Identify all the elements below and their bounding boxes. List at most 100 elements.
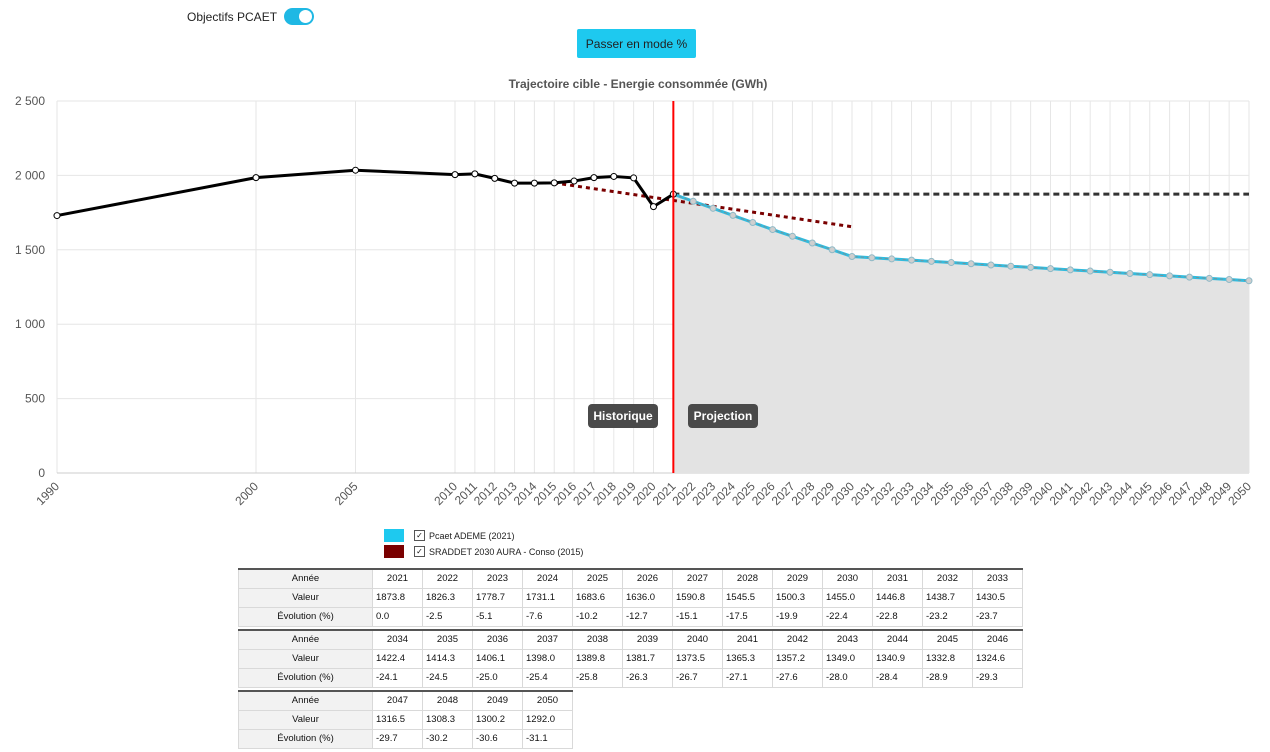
table-cell: 2032 xyxy=(922,568,973,589)
table-cell: 2036 xyxy=(472,629,523,650)
sraddet-line xyxy=(554,181,853,229)
percent-mode-button[interactable]: Passer en mode % xyxy=(577,29,696,58)
table-cell: 1308.3 xyxy=(422,709,473,730)
pcaet-toggle-switch[interactable] xyxy=(284,8,315,25)
pcaet-point xyxy=(927,257,935,265)
table-cell: 2041 xyxy=(722,629,773,650)
table-cell: 2033 xyxy=(972,568,1023,589)
table-cell: -2.5 xyxy=(422,606,473,627)
table-cell: 1414.3 xyxy=(422,648,473,669)
pcaet-point xyxy=(848,252,856,260)
table-cell: 2048 xyxy=(422,690,473,711)
y-tick-label: 2 000 xyxy=(15,168,45,182)
table-cell: -23.7 xyxy=(972,606,1023,627)
table-cell: 1455.0 xyxy=(822,587,873,608)
history-point xyxy=(352,166,359,174)
table-row: Évolution (%) 0.0 -2.5 -5.1 -7.6 -10.2 -… xyxy=(238,606,1023,627)
table-row: Année 2047 2048 2049 2050 xyxy=(238,690,573,711)
table-cell: 2044 xyxy=(872,629,923,650)
history-point xyxy=(53,212,61,220)
history-point xyxy=(530,179,538,187)
row-label: Année xyxy=(238,629,373,650)
table-cell: 1422.4 xyxy=(372,648,423,669)
table-cell: -30.2 xyxy=(422,728,473,749)
pcaet-point xyxy=(788,232,796,240)
legend-item-sraddet[interactable]: ✓ SRADDET 2030 AURA - Conso (2015) xyxy=(384,544,583,559)
table-cell: 1365.3 xyxy=(722,648,773,669)
table-cell: 1731.1 xyxy=(522,587,573,608)
table-cell: 1446.8 xyxy=(872,587,923,608)
pcaet-point xyxy=(1225,276,1233,284)
y-tick-label: 1 000 xyxy=(15,317,45,331)
table-cell: 1826.3 xyxy=(422,587,473,608)
table-cell: 1438.7 xyxy=(922,587,973,608)
row-label: Valeur xyxy=(238,709,373,730)
table-row: Évolution (%) -29.7 -30.2 -30.6 -31.1 xyxy=(238,728,573,749)
history-line xyxy=(56,168,675,218)
table-cell: 1389.8 xyxy=(572,648,623,669)
table-cell: 2045 xyxy=(922,629,973,650)
legend-item-pcaet[interactable]: ✓ Pcaet ADEME (2021) xyxy=(384,528,583,543)
pcaet-point xyxy=(1146,271,1154,279)
y-axis: 0 500 1 000 1 500 2 000 2 500 xyxy=(15,94,45,480)
table-row: Valeur 1422.4 1414.3 1406.1 1398.0 1389.… xyxy=(238,648,1023,669)
table-row: Année 2021 2022 2023 2024 2025 2026 2027… xyxy=(238,568,1023,589)
x-tick-label: 2000 xyxy=(232,479,261,508)
x-tick-label: 1990 xyxy=(33,479,62,508)
history-point xyxy=(491,174,499,182)
table-cell: 2035 xyxy=(422,629,473,650)
row-label: Année xyxy=(238,568,373,589)
pcaet-point xyxy=(808,239,816,247)
table-cell: -22.8 xyxy=(872,606,923,627)
history-point xyxy=(650,203,657,211)
checkbox-icon[interactable]: ✓ xyxy=(414,546,425,557)
table-cell: -19.9 xyxy=(772,606,823,627)
table-cell: 2029 xyxy=(772,568,823,589)
projection-area xyxy=(673,194,1249,473)
table-cell: -29.7 xyxy=(372,728,423,749)
table-cell: 2024 xyxy=(522,568,573,589)
table-cell: -28.4 xyxy=(872,667,923,688)
table-cell: 1357.2 xyxy=(772,648,823,669)
projection-label: Projection xyxy=(694,409,753,423)
data-table-block-1: Année 2021 2022 2023 2024 2025 2026 2027… xyxy=(238,568,1023,627)
history-point xyxy=(471,170,479,178)
table-cell: 1545.5 xyxy=(722,587,773,608)
table-cell: 0.0 xyxy=(372,606,423,627)
table-cell: -10.2 xyxy=(572,606,623,627)
pcaet-point xyxy=(1166,272,1174,280)
table-cell: -29.3 xyxy=(972,667,1023,688)
table-cell: 1778.7 xyxy=(472,587,523,608)
table-cell: -12.7 xyxy=(622,606,673,627)
y-tick-label: 0 xyxy=(38,466,45,480)
table-cell: -26.3 xyxy=(622,667,673,688)
pcaet-point xyxy=(828,246,836,254)
history-point xyxy=(590,174,598,182)
legend-label-pcaet: Pcaet ADEME (2021) xyxy=(429,530,515,541)
pcaet-point xyxy=(868,254,876,262)
trajectory-chart: Trajectoire cible - Energie consommée (G… xyxy=(15,77,1254,508)
pcaet-point xyxy=(689,197,697,205)
row-label: Évolution (%) xyxy=(238,606,373,627)
y-tick-label: 1 500 xyxy=(15,243,45,257)
table-row: Valeur 1873.8 1826.3 1778.7 1731.1 1683.… xyxy=(238,587,1023,608)
table-cell: 1332.8 xyxy=(922,648,973,669)
history-point xyxy=(570,177,578,185)
pcaet-point xyxy=(1007,262,1015,270)
pcaet-point xyxy=(729,211,737,219)
pcaet-point xyxy=(769,226,777,234)
checkbox-icon[interactable]: ✓ xyxy=(414,530,425,541)
table-cell: 1292.0 xyxy=(522,709,573,730)
annotations: Historique Projection xyxy=(588,404,758,428)
history-point xyxy=(511,179,519,187)
table-cell: 2030 xyxy=(822,568,873,589)
legend: ✓ Pcaet ADEME (2021) ✓ SRADDET 2030 AURA… xyxy=(384,528,583,560)
toggle-knob xyxy=(299,10,313,23)
row-label: Évolution (%) xyxy=(238,728,373,749)
data-table-block-2: Année 2034 2035 2036 2037 2038 2039 2040… xyxy=(238,629,1023,688)
history-point xyxy=(610,172,618,180)
table-cell: -25.4 xyxy=(522,667,573,688)
table-cell: 1324.6 xyxy=(972,648,1023,669)
pcaet-point xyxy=(1066,266,1074,274)
pcaet-series xyxy=(669,190,1253,285)
